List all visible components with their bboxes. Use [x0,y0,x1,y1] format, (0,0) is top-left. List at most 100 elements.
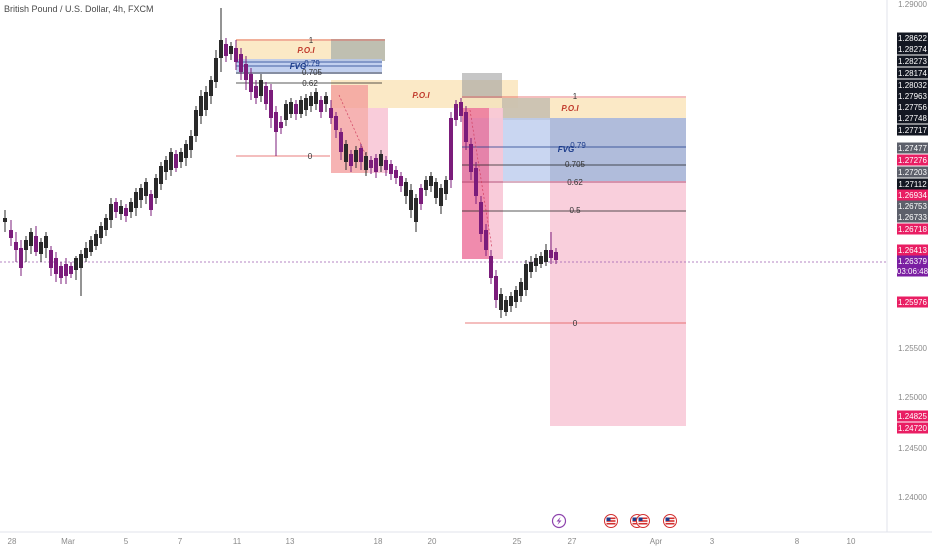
candle [504,296,508,316]
candle [274,106,278,156]
price-label-text: 1.27203 [898,168,927,177]
candle-body [434,182,438,198]
us-flag-icon[interactable] [636,514,650,528]
candle [199,90,203,124]
candle-body [254,86,258,98]
us-flag-icon[interactable] [663,514,677,528]
candle-body [284,104,288,120]
candle [294,100,298,120]
candle-body [119,206,123,214]
candle-body [464,112,468,142]
flag-canton [632,517,637,521]
candle-body [504,300,508,312]
candle-body [364,156,368,170]
candle [499,288,503,318]
candle [279,116,283,134]
candle [364,152,368,176]
grey-zone-1 [331,39,385,61]
candle [169,148,173,176]
candle-body [74,258,78,270]
candle-body [179,152,183,162]
price-label-text: 1.26753 [898,202,927,211]
candle-body [459,102,463,116]
candle-body [554,252,558,260]
price-label-bg [897,265,928,277]
target-zone [550,181,686,426]
price-label: 03:06:48 [897,265,929,277]
candle [134,188,138,216]
price-label: 1.25976 [897,296,928,308]
candle-body [354,150,358,162]
fvg-label: FVG [558,145,574,154]
flag-stripe [606,522,616,525]
candle [539,252,543,268]
price-label-text: 1.27112 [898,180,927,189]
candle [74,256,78,280]
price-tick: 1.24500 [898,444,927,453]
candle-body [429,176,433,186]
candle [129,198,133,218]
candle-body [519,282,523,296]
candle-body [224,44,228,56]
time-tick: Mar [61,537,75,546]
candle [379,150,383,172]
candle-body [424,180,428,190]
candle-body [154,178,158,198]
fib-level-label: 0.79 [304,59,320,68]
price-label-text: 1.26379 [898,257,927,266]
candle-body [394,170,398,178]
price-label-text: 1.27477 [898,144,927,153]
candle-body [449,118,453,180]
poi-zone-1 [236,39,331,61]
candle-body [174,154,178,168]
candle [224,38,228,62]
lightning-icon[interactable] [551,513,567,529]
candle [369,156,373,174]
candle-body [244,64,248,80]
price-label-text: 1.28032 [898,81,927,90]
poi-label: P.O.I [412,91,430,100]
flag-stripe [665,517,675,520]
price-label: 1.26934 [897,189,928,201]
candle [419,184,423,210]
candle-body [219,40,223,58]
candle-body [129,202,133,212]
price-label-text: 1.26934 [898,191,927,200]
flag-stripe [606,517,616,520]
candle [459,98,463,122]
candle-body [234,48,238,62]
candle [289,98,293,118]
candle [164,156,168,180]
candle-body [134,192,138,208]
time-axis[interactable]: 28 Mar 5 7 11 13 18 20 25 27 Apr 3 8 10 [0,531,932,550]
candle [114,198,118,218]
candle [269,84,273,128]
candle [189,130,193,158]
candle [149,190,153,216]
time-axis-background [0,532,932,550]
candle [284,100,288,126]
candle [229,42,233,60]
candle-body [164,160,168,172]
candle-body [494,276,498,300]
price-label-bg [897,142,928,154]
candle-body [469,144,473,172]
candle-body [454,104,458,120]
us-flag-icon[interactable] [604,514,618,528]
candle-body [484,230,488,250]
candle-body [14,242,18,250]
price-label-bg [897,296,928,308]
candle [124,204,128,222]
fib-level-label: 0.705 [302,68,323,77]
candle [319,96,323,118]
candle [429,172,433,192]
event-icons[interactable] [551,513,677,529]
candle-body [249,74,253,92]
candle [194,106,198,142]
candle [404,178,408,204]
candle [449,112,453,188]
candle-body [514,290,518,302]
price-axis[interactable]: 1.29000 1.25500 1.25000 1.24500 1.24000 1.286… [886,0,932,532]
